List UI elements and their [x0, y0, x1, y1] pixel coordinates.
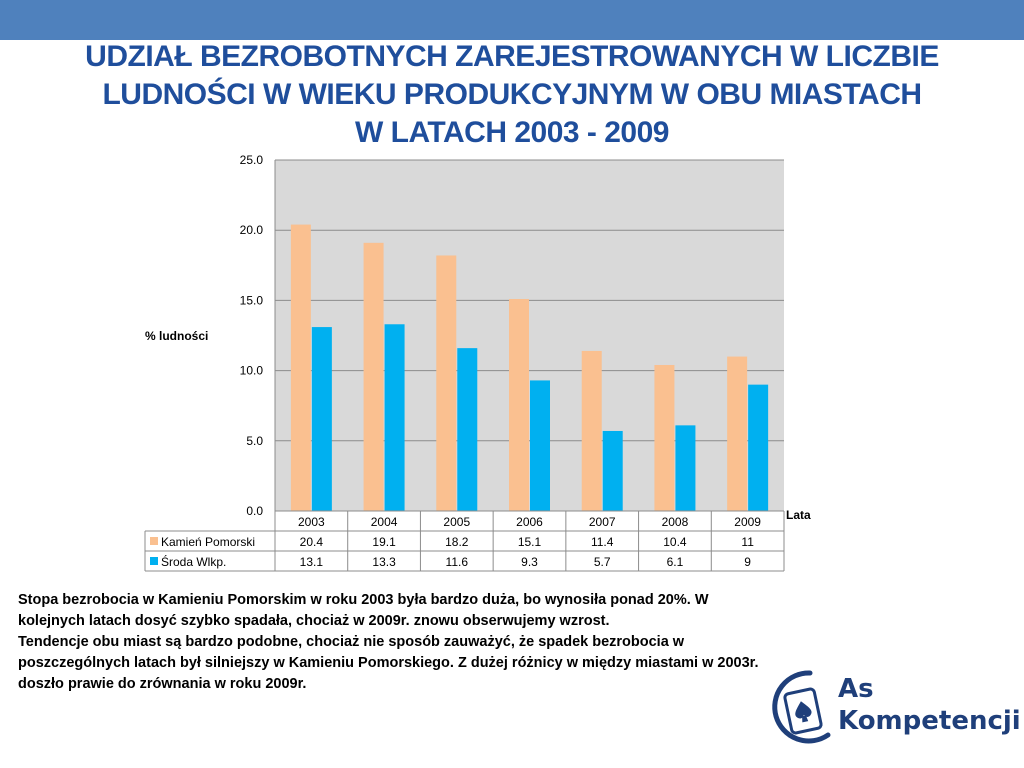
- plot-area: [275, 160, 784, 511]
- x-axis-label: Lata: [786, 508, 811, 522]
- legend-swatch-0: [150, 537, 158, 545]
- y-tick-label: 10.0: [240, 364, 264, 378]
- table-value: 10.4: [663, 535, 687, 549]
- table-value: 5.7: [594, 555, 611, 569]
- body-paragraph-2: Tendencje obu miast są bardzo podobne, c…: [18, 634, 759, 692]
- legend-label-1: Środa Wlkp.: [161, 554, 226, 569]
- x-tick-label: 2006: [516, 515, 543, 529]
- bar-sroda-2004: [384, 324, 405, 511]
- title-line-1: Udział bezrobotnych zarejestrowanych w l…: [85, 40, 939, 73]
- logo-line-1: As: [838, 674, 874, 704]
- x-tick-label: 2005: [443, 515, 470, 529]
- table-value: 19.1: [372, 535, 396, 549]
- y-tick-label: 0.0: [246, 504, 263, 518]
- slide-title: Udział bezrobotnych zarejestrowanych w l…: [20, 38, 1004, 152]
- spade-card-icon: [772, 670, 831, 744]
- y-tick-label: 15.0: [240, 293, 264, 307]
- bar-sroda-2009: [748, 384, 769, 511]
- x-tick-label: 2003: [298, 515, 325, 529]
- x-tick-label: 2004: [371, 515, 398, 529]
- bar-kamien-2005: [436, 255, 457, 511]
- bar-kamien-2009: [727, 356, 748, 511]
- as-kompetencji-logo: As Kompetencji: [770, 665, 1021, 755]
- table-value: 11.6: [446, 555, 469, 569]
- bar-kamien-2003: [290, 224, 311, 512]
- y-tick-label: 25.0: [240, 153, 264, 167]
- table-value: 9.3: [521, 555, 538, 569]
- bar-sroda-2008: [675, 425, 696, 511]
- table-value: 13.3: [372, 555, 396, 569]
- top-accent-bar: [0, 0, 1024, 40]
- table-value: 11: [741, 535, 754, 549]
- table-value: 18.2: [445, 535, 469, 549]
- y-tick-label: 5.0: [246, 434, 263, 448]
- body-paragraph-1: Stopa bezrobocia w Kamieniu Pomorskim w …: [18, 592, 709, 629]
- x-tick-label: 2007: [589, 515, 616, 529]
- table-value: 9: [744, 555, 751, 569]
- bar-kamien-2008: [654, 364, 675, 511]
- table-value: 11.4: [591, 535, 614, 549]
- logo-line-2: Kompetencji: [838, 706, 1021, 736]
- x-tick-label: 2008: [662, 515, 689, 529]
- table-value: 20.4: [300, 535, 324, 549]
- bar-kamien-2006: [509, 298, 529, 511]
- bar-kamien-2007: [581, 350, 602, 511]
- bar-sroda-2007: [602, 430, 623, 511]
- legend-swatch-1: [150, 557, 158, 565]
- table-value: 13.1: [300, 555, 324, 569]
- bar-sroda-2006: [530, 380, 550, 511]
- title-line-3: w latach 2003 - 2009: [355, 116, 669, 149]
- table-value: 6.1: [667, 555, 684, 569]
- bar-sroda-2005: [457, 348, 478, 511]
- bar-kamien-2004: [363, 242, 384, 511]
- y-tick-label: 20.0: [240, 223, 264, 237]
- table-value: 15.1: [518, 535, 542, 549]
- y-axis-label: % ludności: [145, 329, 208, 343]
- x-tick-label: 2009: [734, 515, 761, 529]
- title-line-2: ludności w wieku produkcyjnym w obu mias…: [102, 78, 922, 111]
- slide-body-text: Stopa bezrobocia w Kamieniu Pomorskim w …: [18, 590, 778, 695]
- legend-label-0: Kamień Pomorski: [161, 535, 255, 549]
- bar-sroda-2003: [311, 327, 332, 511]
